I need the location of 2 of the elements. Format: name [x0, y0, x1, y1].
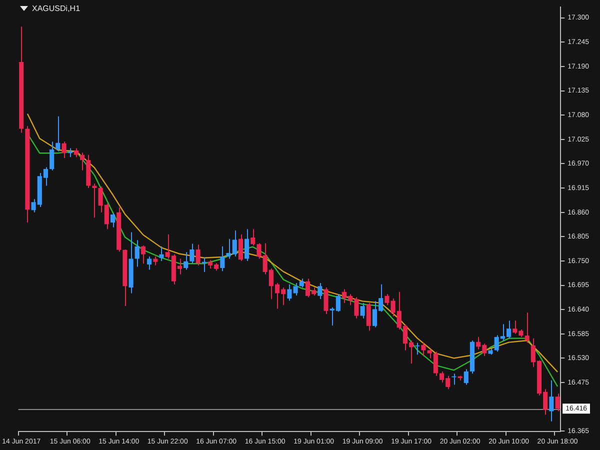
candlestick	[421, 342, 426, 357]
chart-title: XAGUSDi,H1	[32, 4, 80, 13]
